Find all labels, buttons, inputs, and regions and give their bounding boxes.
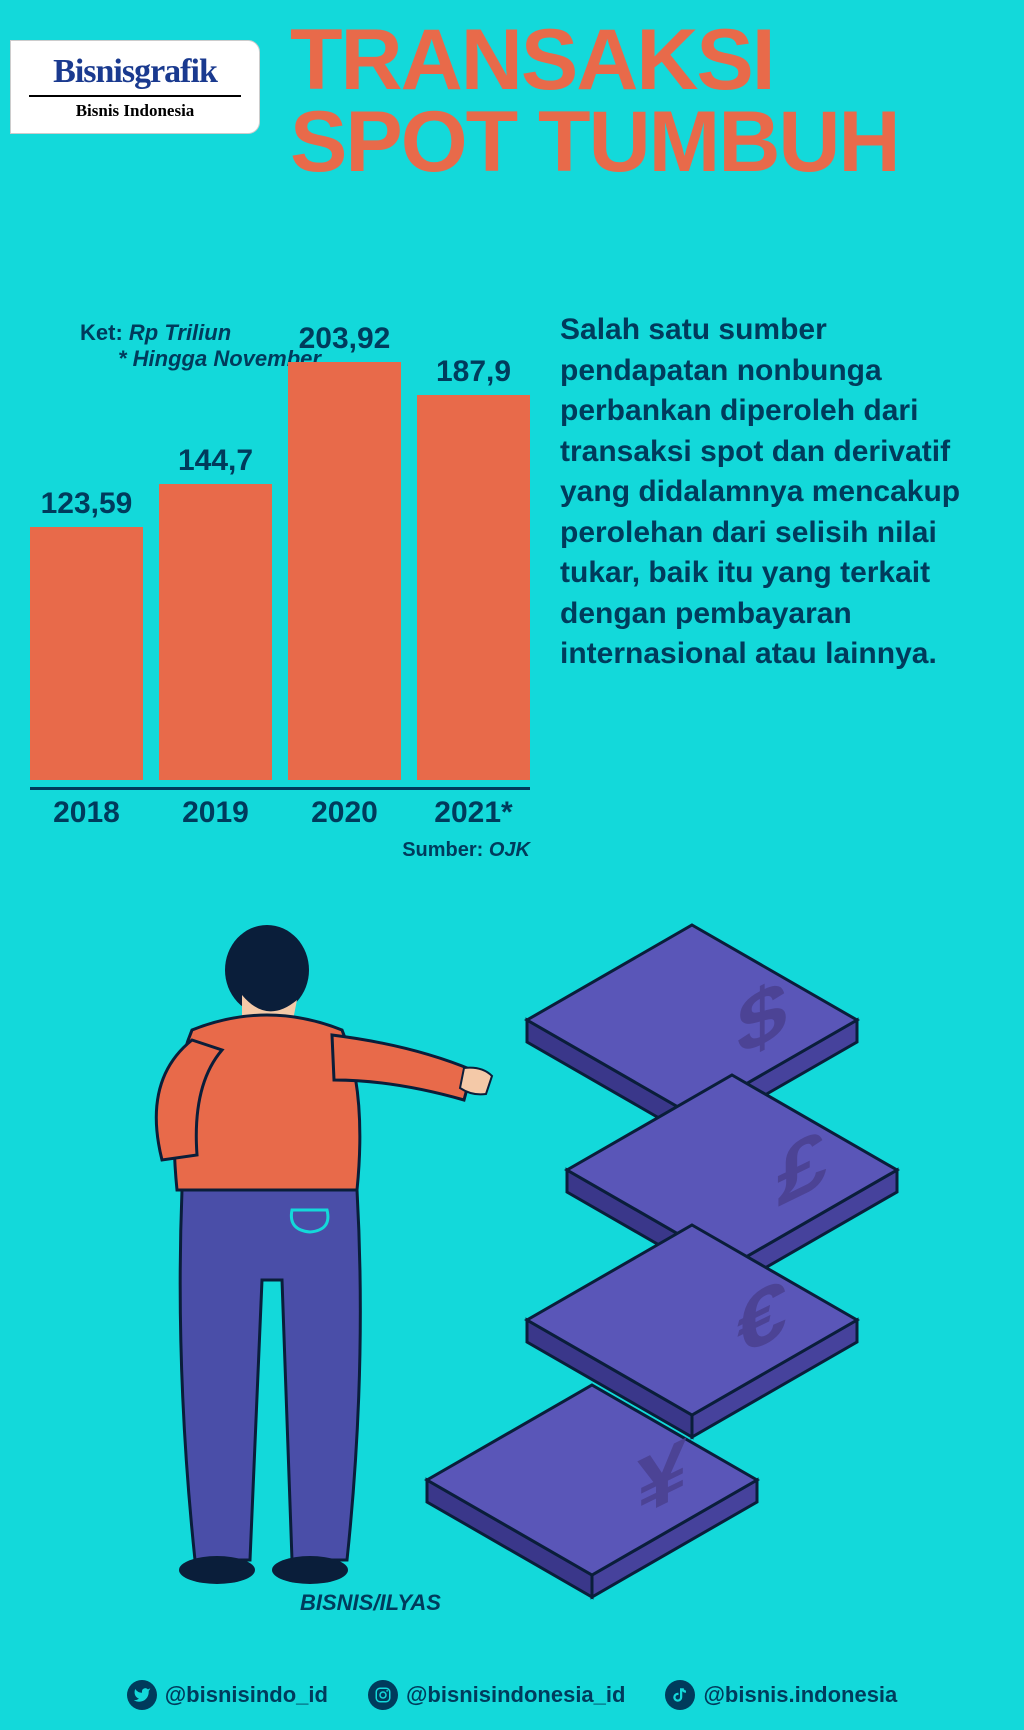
instagram-text: @bisnisindonesia_id [406, 1682, 626, 1708]
bar-value-label: 144,7 [178, 444, 253, 478]
twitter-icon [127, 1680, 157, 1710]
bar-value-label: 187,9 [436, 355, 511, 389]
bar-2018: 123,59 [30, 487, 143, 780]
logo-sub-text: Bisnis Indonesia [29, 95, 241, 121]
bar-rect [288, 362, 401, 780]
infographic-title: TRANSAKSI SPOT TUMBUH [290, 20, 994, 183]
twitter-handle: @bisnisindo_id [127, 1680, 328, 1710]
bar-value-label: 123,59 [41, 487, 133, 521]
tiktok-icon [665, 1680, 695, 1710]
tiktok-handle: @bisnis.indonesia [665, 1680, 897, 1710]
bar-2021*: 187,9 [417, 355, 530, 780]
source-label: Sumber: [402, 839, 483, 861]
x-label-2019: 2019 [159, 796, 272, 830]
bars-container: 123,59144,7203,92187,9 [30, 340, 530, 780]
twitter-text: @bisnisindo_id [165, 1682, 328, 1708]
x-axis-labels: 2018 2019 2020 2021* [30, 787, 530, 830]
bar-value-label: 203,92 [299, 322, 391, 356]
instagram-icon [368, 1680, 398, 1710]
description-text: Salah satu sumber pendapatan nonbunga pe… [560, 310, 984, 675]
source-value: OJK [489, 839, 530, 861]
bar-2020: 203,92 [288, 322, 401, 780]
x-label-2020: 2020 [288, 796, 401, 830]
brand-logo: Bisnisgrafik Bisnis Indonesia [10, 40, 260, 134]
title-line-1: TRANSAKSI [290, 20, 994, 102]
bar-rect [30, 527, 143, 780]
bar-2019: 144,7 [159, 444, 272, 780]
chart-source: Sumber: OJK [402, 839, 530, 862]
x-label-2021*: 2021* [417, 796, 530, 830]
bar-chart: Ket: Rp Triliun * Hingga November 123,59… [30, 280, 530, 840]
illustration-credit: BISNIS/ILYAS [300, 1590, 441, 1616]
x-label-2018: 2018 [30, 796, 143, 830]
social-footer: @bisnisindo_id @bisnisindonesia_id @bisn… [0, 1680, 1024, 1710]
bar-rect [159, 484, 272, 780]
title-line-2: SPOT TUMBUH [290, 102, 994, 184]
currency-illustration: $£€¥ [30, 900, 994, 1620]
logo-main-text: Bisnisgrafik [29, 53, 241, 91]
tiktok-text: @bisnis.indonesia [703, 1682, 897, 1708]
bar-rect [417, 395, 530, 780]
instagram-handle: @bisnisindonesia_id [368, 1680, 626, 1710]
